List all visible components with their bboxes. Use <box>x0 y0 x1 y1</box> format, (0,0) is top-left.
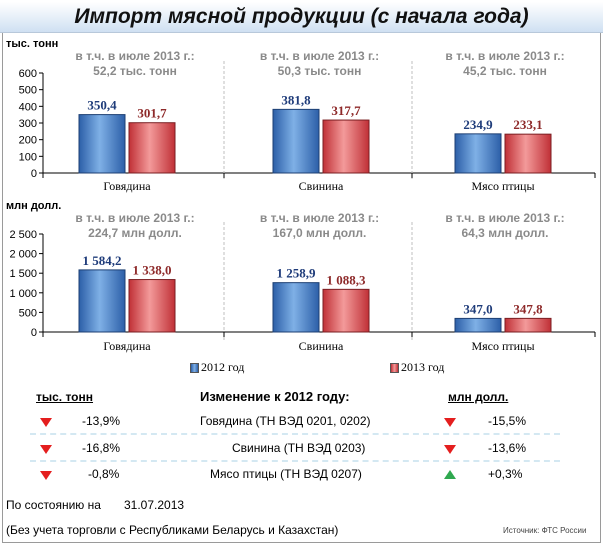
table-row: -13,9% Говядина (ТН ВЭД 0201, 0202) -15,… <box>30 411 560 435</box>
data-label: 301,7 <box>137 106 167 121</box>
legend-swatch-2012 <box>190 362 199 373</box>
data-label: 347,0 <box>463 301 492 316</box>
data-label: 233,1 <box>513 117 542 132</box>
as-of-date: 31.07.2013 <box>124 498 185 512</box>
legend-item-2013: 2013 год <box>390 360 444 375</box>
category-label: Свинина <box>299 339 344 353</box>
y-tick-label: 1 000 <box>9 288 37 300</box>
y-tick-label: 400 <box>19 101 37 113</box>
bar <box>504 317 552 333</box>
bar <box>128 279 176 333</box>
table-left-header: тыс. тонн <box>36 390 94 404</box>
data-label: 234,9 <box>463 117 493 132</box>
table-row: -16,8% Свинина (ТН ВЭД 0203) -13,6% <box>30 438 560 462</box>
bar <box>78 269 126 333</box>
bar <box>78 114 126 174</box>
data-label: 1 584,2 <box>83 253 122 268</box>
y-tick-label: 2 000 <box>9 249 37 261</box>
y-tick-label: 300 <box>19 118 37 130</box>
category-label: Говядина <box>103 179 151 193</box>
y-tick-label: 0 <box>31 168 37 180</box>
bar <box>272 282 320 333</box>
y-tick-label: 1 500 <box>9 268 37 280</box>
source-note: Источник: ФТС России <box>503 526 587 535</box>
arrow-down-icon <box>444 418 456 427</box>
data-label: 317,7 <box>331 103 361 118</box>
bottom-note-pork: в т.ч. в июле 2013 г.: 167,0 млн долл. <box>259 211 380 240</box>
legend-item-2012: 2012 год <box>190 360 244 375</box>
bottom-note-poultry: в т.ч. в июле 2013 г.: 64,3 млн долл. <box>445 211 565 240</box>
y-tick-label: 200 <box>19 135 37 147</box>
category-label: Мясо птицы <box>471 339 534 353</box>
y-tick-label: 600 <box>19 68 37 80</box>
as-of-label: По состоянию на <box>6 498 101 512</box>
bar <box>322 288 370 333</box>
bar <box>454 133 502 174</box>
data-label: 350,4 <box>87 98 117 113</box>
bar <box>454 317 502 333</box>
y-tick-label: 500 <box>19 307 37 319</box>
arrow-down-icon <box>40 418 52 427</box>
bottom-note-beef: в т.ч. в июле 2013 г.: 224,7 млн долл. <box>75 211 195 240</box>
data-label: 1 088,3 <box>327 272 367 287</box>
footer-note: (Без учета торговли с Республиками Белар… <box>6 523 339 537</box>
y-tick-label: 2 500 <box>9 229 37 241</box>
data-label: 381,8 <box>281 92 311 107</box>
bar <box>504 133 552 174</box>
chart-title: Импорт мясной продукции (с начала года) <box>0 2 603 33</box>
top-note-poultry: в т.ч. в июле 2013 г.: 45,2 тыс. тонн <box>445 49 565 78</box>
table-right-header: млн долл. <box>448 390 509 404</box>
category-label: Свинина <box>299 179 344 193</box>
top-note-pork: в т.ч. в июле 2013 г.: 50,3 тыс. тонн <box>259 49 380 78</box>
top-note-beef: в т.ч. в июле 2013 г.: 52,2 тыс. тонн <box>75 49 195 78</box>
bar <box>272 108 320 174</box>
arrow-up-icon <box>444 470 456 479</box>
bar <box>322 119 370 174</box>
y-tick-label: 500 <box>19 85 37 97</box>
table-center-header: Изменение к 2012 году: <box>200 389 350 404</box>
top-chart-unit: тыс. тонн <box>6 38 59 50</box>
category-label: Мясо птицы <box>471 179 534 193</box>
bottom-chart-unit: млн долл. <box>6 200 62 212</box>
y-tick-label: 100 <box>19 151 37 163</box>
arrow-down-icon <box>444 445 456 454</box>
legend-swatch-2013 <box>390 362 399 373</box>
y-tick-label: 0 <box>31 327 37 339</box>
bar <box>128 122 176 174</box>
data-label: 1 258,9 <box>277 266 317 281</box>
arrow-down-icon <box>40 445 52 454</box>
data-label: 1 338,0 <box>133 263 172 278</box>
data-label: 347,8 <box>513 301 543 316</box>
category-label: Говядина <box>103 339 151 353</box>
arrow-down-icon <box>40 471 52 480</box>
table-row: -0,8% Мясо птицы (ТН ВЭД 0207) +0,3% <box>30 464 560 486</box>
